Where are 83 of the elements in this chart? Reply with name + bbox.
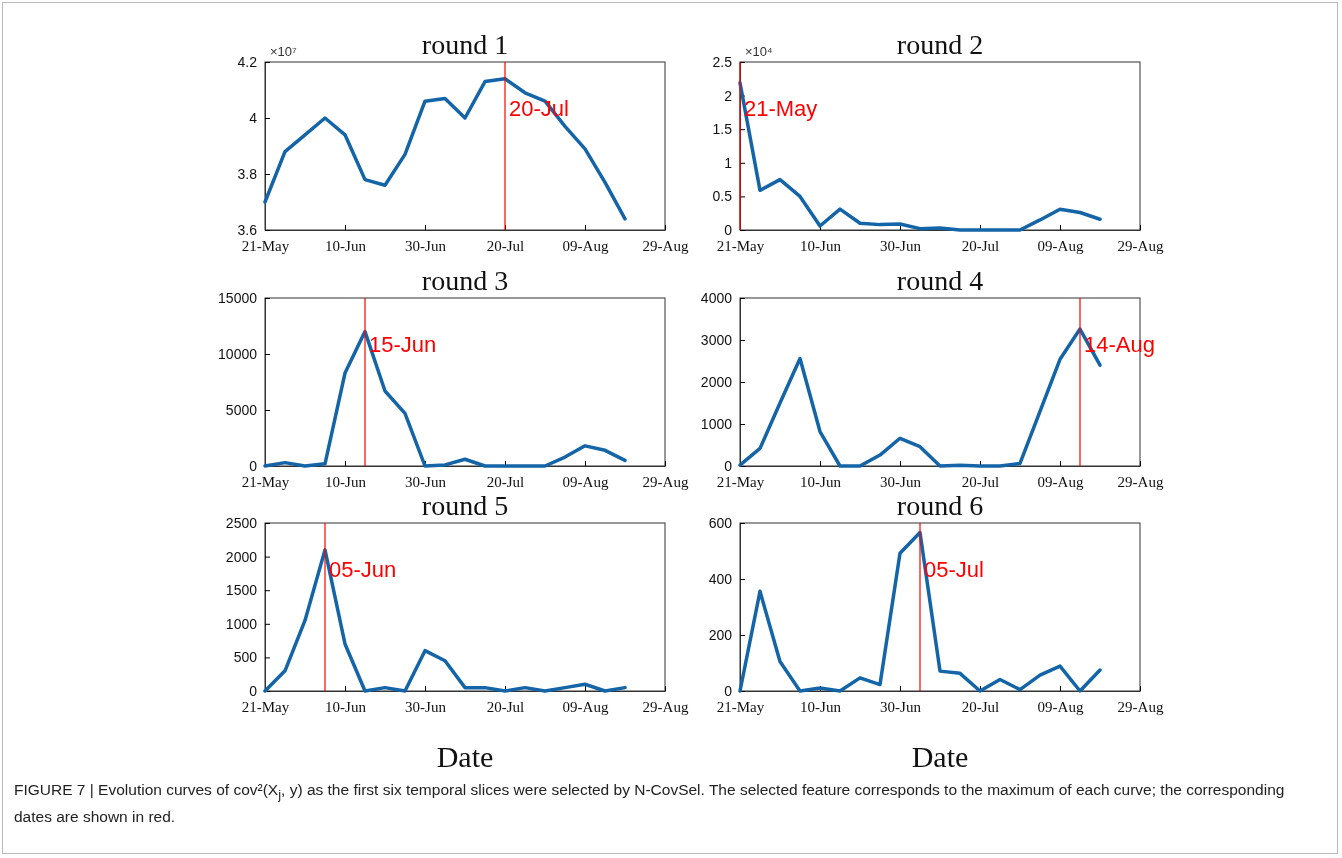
y-tick-label: 0 (724, 221, 733, 238)
x-tick-label: 30-Jun (405, 473, 447, 490)
x-tick-label: 09-Aug (562, 473, 609, 490)
x-tick-label: 29-Aug (642, 237, 689, 254)
chart-title: round 3 (421, 265, 509, 296)
x-tick-label: 10-Jun (800, 237, 842, 254)
x-tick-label: 29-Aug (642, 473, 689, 490)
y-tick-label: 400 (708, 570, 733, 587)
line-series (738, 81, 1102, 232)
y-tick-label: 4000 (700, 289, 733, 306)
y-tick-label: 1500 (225, 582, 258, 599)
x-tick-label: 21-May (241, 237, 290, 254)
y-tick-label: 1000 (225, 615, 258, 632)
ref-line-label: 05-Jun (329, 556, 397, 582)
chart-title: round 5 (421, 490, 509, 521)
line-series (263, 329, 627, 468)
y-tick-label: 1 (724, 154, 733, 171)
x-tick-label: 29-Aug (1117, 473, 1164, 490)
y-tick-label: 2000 (225, 548, 258, 565)
y-tick-label: 0 (724, 682, 733, 699)
x-axis-title: Date (911, 740, 969, 773)
x-tick-label: 09-Aug (1037, 698, 1084, 715)
x-tick-label: 09-Aug (562, 698, 609, 715)
x-tick-label: 09-Aug (1037, 237, 1084, 254)
chart-title: round 2 (896, 29, 984, 60)
x-tick-label: 10-Jun (325, 473, 367, 490)
x-tick-label: 10-Jun (325, 698, 367, 715)
line-series (263, 548, 627, 693)
y-tick-label: 2000 (700, 373, 733, 390)
y-tick-label: 3.8 (237, 165, 258, 182)
chart-title: round 4 (896, 265, 984, 296)
y-tick-label: 15000 (218, 289, 258, 306)
x-tick-label: 09-Aug (1037, 473, 1084, 490)
y-tick-label: 5000 (225, 401, 258, 418)
x-axis-title: Date (436, 740, 494, 773)
x-tick-label: 20-Jul (486, 698, 525, 715)
x-tick-label: 21-May (241, 698, 290, 715)
y-tick-label: 0 (724, 457, 733, 474)
y-tick-label: 0.5 (712, 188, 733, 205)
x-tick-label: 10-Jun (325, 237, 367, 254)
y-tick-label: 2500 (225, 514, 258, 531)
x-tick-label: 21-May (716, 237, 765, 254)
x-tick-label: 21-May (716, 698, 765, 715)
x-tick-label: 20-Jul (486, 473, 525, 490)
x-tick-label: 29-Aug (1117, 698, 1164, 715)
y-tick-label: 0 (249, 682, 258, 699)
x-tick-label: 21-May (716, 473, 765, 490)
y-tick-label: 600 (708, 514, 733, 531)
x-tick-label: 20-Jul (961, 698, 1000, 715)
x-tick-label: 29-Aug (1117, 237, 1164, 254)
y-tick-label: 0 (249, 457, 258, 474)
x-tick-label: 30-Jun (880, 473, 922, 490)
chart-title: round 1 (421, 29, 509, 60)
chart-title: round 6 (896, 490, 984, 521)
x-tick-label: 30-Jun (405, 237, 447, 254)
y-tick-label: 10000 (218, 345, 258, 362)
text: ×10⁴ (745, 44, 773, 59)
x-tick-label: 20-Jul (961, 473, 1000, 490)
y-tick-label: 4.2 (237, 53, 258, 70)
y-tick-label: 2 (724, 87, 733, 104)
y-tick-label: 200 (708, 626, 733, 643)
x-tick-label: 30-Jun (880, 237, 922, 254)
y-tick-label: 4 (249, 109, 258, 126)
y-tick-label: 500 (233, 649, 258, 666)
x-tick-label: 30-Jun (880, 698, 922, 715)
x-tick-label: 10-Jun (800, 698, 842, 715)
line-series (738, 530, 1102, 693)
line-series (263, 77, 627, 221)
y-tick-label: 1.5 (712, 121, 733, 138)
x-tick-label: 29-Aug (642, 698, 689, 715)
ref-line-label: 15-Jun (369, 331, 437, 357)
x-tick-label: 10-Jun (800, 473, 842, 490)
y-tick-label: 1000 (700, 415, 733, 432)
y-tick-label: 3000 (700, 331, 733, 348)
text: FIGURE 7 | Evolution curves of cov²(X$_{j}$, y) as the first six temporal slices were selected by N-CovSel. The selected feature corresponds to the maximum of each curve; the corresponding dates are shown in red. (14, 781, 1285, 826)
x-tick-label: 21-May (241, 473, 290, 490)
x-tick-label: 09-Aug (562, 237, 609, 254)
y-tick-label: 3.6 (237, 221, 258, 238)
x-tick-label: 20-Jul (486, 237, 525, 254)
y-tick-label: 2.5 (712, 53, 733, 70)
x-tick-label: 20-Jul (961, 237, 1000, 254)
x-tick-label: 30-Jun (405, 698, 447, 715)
text: ×10⁷ (270, 44, 298, 59)
